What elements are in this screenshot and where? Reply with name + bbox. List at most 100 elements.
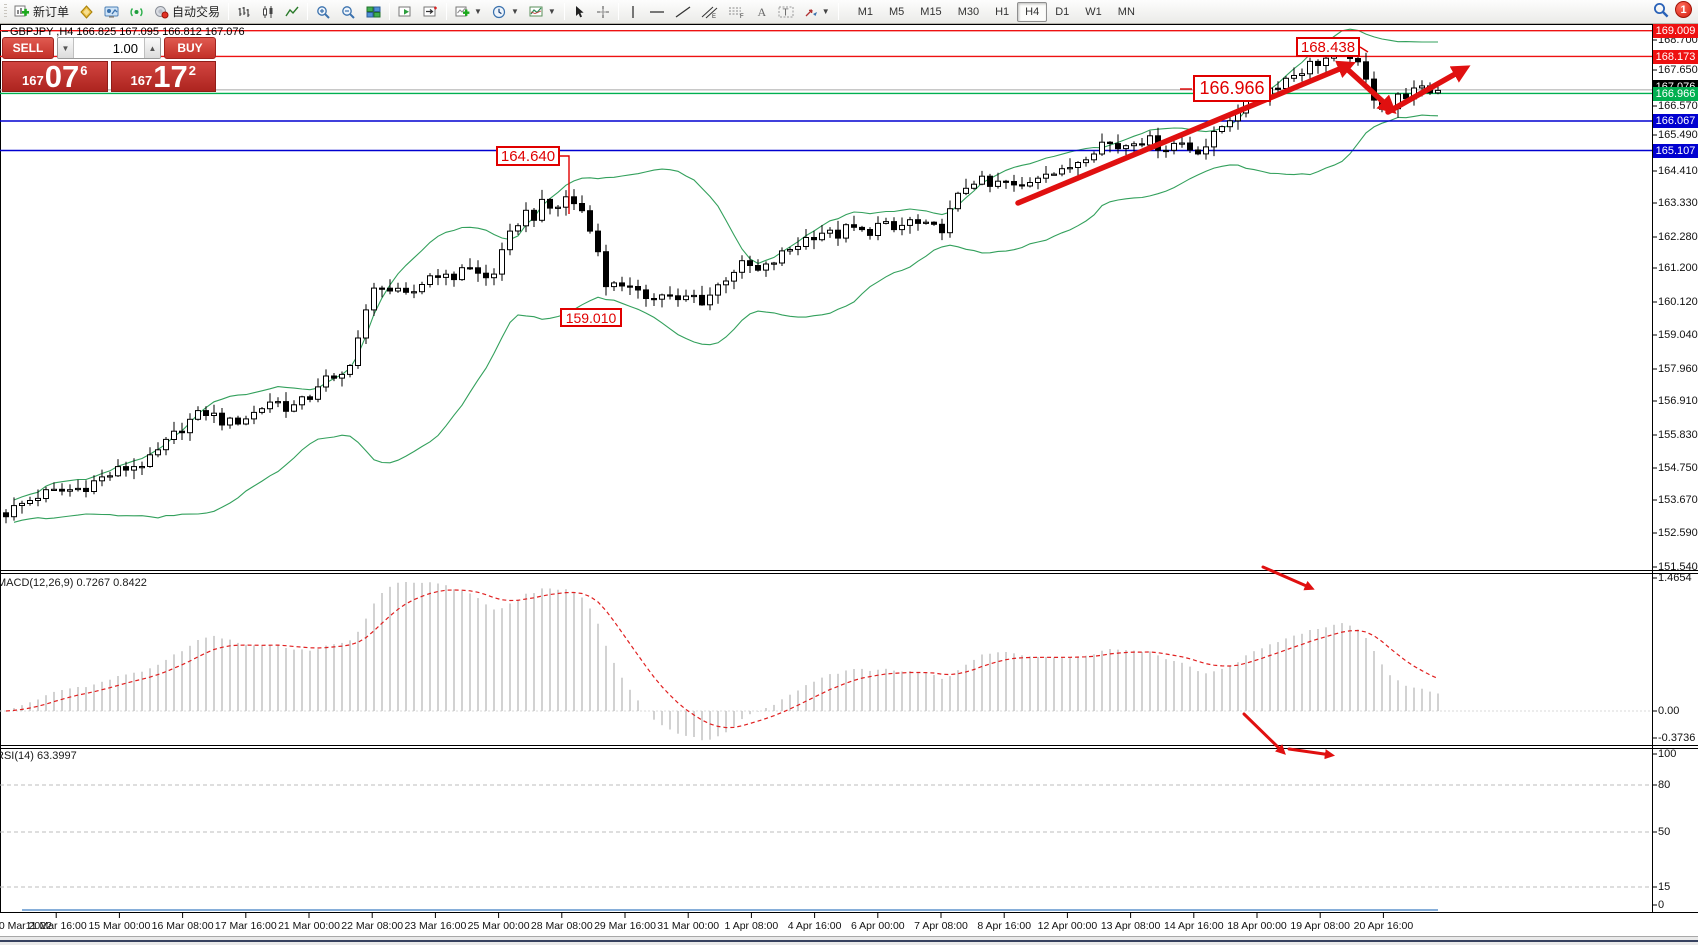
trendline-tool-button[interactable]: [670, 2, 696, 22]
arrows-tool-button[interactable]: ▼: [799, 2, 835, 22]
price-tick-label: 153.670: [1658, 494, 1698, 506]
date-label: 8 Apr 16:00: [977, 920, 1032, 932]
price-tick-label: 155.830: [1658, 429, 1698, 441]
price-tick-label: 166.570: [1658, 100, 1698, 112]
date-label: 22 Mar 08:00: [341, 920, 404, 932]
timeframe-button-m15[interactable]: M15: [920, 5, 942, 18]
price-tick-label: 159.040: [1658, 329, 1698, 341]
price-tick-label: 160.120: [1658, 296, 1698, 308]
price-badge: 168.173: [1653, 50, 1698, 64]
new-order-label: 新订单: [33, 5, 70, 19]
horizontal-line-tool-button[interactable]: [644, 2, 670, 22]
price-tick-label: 162.280: [1658, 231, 1698, 243]
templates-button[interactable]: ▼: [524, 2, 561, 22]
autotrading-label: 自动交易: [172, 5, 221, 19]
signal-button[interactable]: [124, 2, 149, 22]
chart-collapse-marker[interactable]: [2, 31, 8, 32]
sell-button[interactable]: SELL: [2, 37, 54, 59]
crosshair-tool-button[interactable]: [591, 2, 615, 22]
indicator-scale-label: 1.4654: [1658, 572, 1692, 584]
price-annotation-label[interactable]: 166.966: [1193, 75, 1271, 102]
date-label: 28 Mar 08:00: [530, 920, 593, 932]
buy-button[interactable]: BUY: [164, 37, 216, 59]
toolbar-grip[interactable]: [4, 4, 7, 19]
toolbar-separator: [389, 3, 391, 20]
autotrading-icon: [155, 5, 169, 18]
buy-price-big: 17: [153, 59, 188, 94]
notification-badge[interactable]: 1: [1675, 1, 1692, 18]
volume-down-button[interactable]: ▼: [58, 38, 74, 58]
svg-text:A: A: [757, 5, 766, 19]
bar-chart-mode-button[interactable]: [232, 2, 256, 22]
autotrading-button[interactable]: 自动交易: [149, 2, 225, 22]
timeframe-button-h1[interactable]: H1: [995, 5, 1010, 18]
equidistant-channel-icon: E: [701, 6, 718, 19]
date-label: 31 Mar 00:00: [657, 920, 720, 932]
market-watch-button[interactable]: [99, 2, 124, 22]
text-tool-button[interactable]: A: [750, 2, 773, 22]
timeframe-button-w1[interactable]: W1: [1085, 5, 1102, 18]
date-label: 1 Apr 08:00: [724, 920, 779, 932]
svg-text:E: E: [712, 14, 716, 19]
buy-price-pip: 2: [188, 63, 196, 78]
fibonacci-tool-button[interactable]: F: [723, 2, 750, 22]
periods-button[interactable]: ▼: [487, 2, 524, 22]
timeframe-button-h4[interactable]: H4: [1017, 1, 1048, 22]
step-forward-button[interactable]: [393, 2, 418, 22]
timeframe-button-m5[interactable]: M5: [889, 5, 905, 18]
vertical-line-tool-button[interactable]: [622, 2, 644, 22]
dropdown-caret: ▼: [547, 7, 556, 16]
price-annotation-label[interactable]: 159.010: [560, 308, 622, 327]
add-indicator-icon: [455, 6, 470, 16]
price-annotation-label[interactable]: 168.438: [1296, 37, 1360, 57]
timeframe-button-m1[interactable]: M1: [857, 5, 873, 18]
timeframe-button-d1[interactable]: D1: [1055, 5, 1070, 18]
search-icon[interactable]: [1653, 2, 1669, 18]
chart-forward-icon: [398, 6, 411, 16]
date-label: 11 Mar 16:00: [25, 920, 87, 932]
price-tick-label: 157.960: [1658, 363, 1698, 375]
one-click-trading-panel: SELL ▼ 1.00 ▲ BUY 167 07 6 167 17 2: [2, 37, 216, 92]
date-label: 19 Apr 08:00: [1290, 920, 1350, 932]
volume-up-button[interactable]: ▲: [144, 38, 160, 58]
cursor-icon: [575, 5, 584, 17]
horizontal-line-icon: [649, 10, 664, 13]
date-label: 21 Mar 00:00: [278, 920, 340, 932]
sell-price-display[interactable]: 167 07 6: [2, 61, 108, 92]
zoom-in-button[interactable]: [311, 2, 336, 22]
price-annotation-label[interactable]: 164.640: [496, 146, 560, 166]
candle-chart-mode-button[interactable]: [256, 2, 280, 22]
chart-shift-button[interactable]: [418, 2, 443, 22]
indicator-scale-label: 50: [1658, 826, 1671, 838]
cursor-tool-button[interactable]: [568, 2, 591, 22]
timeframe-button-mn[interactable]: MN: [1117, 5, 1135, 18]
channel-tool-button[interactable]: E: [696, 2, 723, 22]
macd-label: MACD(12,26,9) 0.7267 0.8422: [0, 577, 147, 589]
vertical-line-icon: [632, 5, 634, 18]
text-label-icon: T: [778, 6, 794, 18]
date-label: 13 Apr 08:00: [1100, 920, 1161, 932]
main-toolbar: 新订单 自动交易 ▼ ▼ ▼ E F A T ▼: [0, 0, 1698, 24]
line-chart-mode-button[interactable]: [280, 2, 304, 22]
sell-price-prefix: 167: [22, 73, 44, 88]
zoom-in-icon: [317, 5, 330, 19]
date-label: 18 Apr 00:00: [1227, 920, 1287, 932]
tile-windows-button[interactable]: [361, 2, 386, 22]
volume-value[interactable]: 1.00: [112, 40, 138, 56]
svg-text:T: T: [782, 7, 788, 18]
toolbar-separator: [563, 3, 565, 20]
price-tick-label: 165.490: [1658, 129, 1698, 141]
new-order-button[interactable]: 新订单: [9, 2, 74, 22]
history-center-button[interactable]: [74, 2, 99, 22]
market-watch-icon: [104, 6, 119, 18]
indicators-button[interactable]: ▼: [450, 2, 487, 22]
zoom-out-button[interactable]: [336, 2, 361, 22]
buy-price-display[interactable]: 167 17 2: [110, 59, 216, 94]
tile-windows-icon: [366, 6, 381, 17]
fibonacci-icon: F: [728, 7, 744, 19]
timeframe-button-m30[interactable]: M30: [957, 5, 980, 18]
text-label-tool-button[interactable]: T: [773, 2, 799, 22]
date-label: 16 Mar 08:00: [151, 920, 214, 932]
timeframe-group: M1 M5 M15 M30 H1 H4 D1 W1 MN: [850, 1, 1143, 22]
